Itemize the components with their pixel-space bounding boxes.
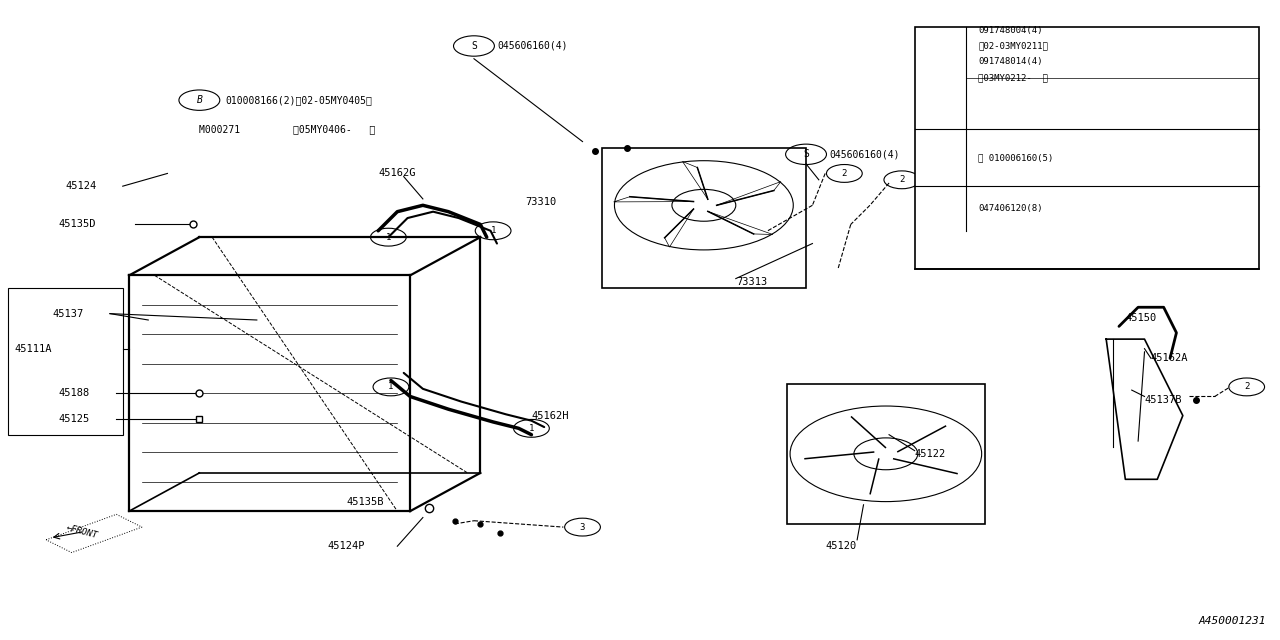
Text: 1: 1 bbox=[937, 73, 943, 83]
Text: ←FRONT: ←FRONT bbox=[65, 524, 99, 541]
Text: 1: 1 bbox=[388, 383, 394, 392]
Text: 1: 1 bbox=[529, 424, 534, 433]
Text: 1: 1 bbox=[490, 227, 495, 236]
Text: 45111A: 45111A bbox=[14, 344, 51, 354]
Text: 73313: 73313 bbox=[736, 276, 767, 287]
Text: 45162G: 45162G bbox=[378, 168, 416, 179]
Text: S: S bbox=[471, 41, 477, 51]
Text: 73310: 73310 bbox=[525, 197, 557, 207]
Text: 3: 3 bbox=[937, 204, 943, 214]
Bar bbox=[602, 148, 806, 288]
Text: 2: 2 bbox=[1244, 383, 1249, 392]
Text: 45124P: 45124P bbox=[328, 541, 365, 551]
Text: 1: 1 bbox=[385, 233, 392, 242]
Text: 45124: 45124 bbox=[65, 181, 96, 191]
Text: Ⓑ 010006160(5): Ⓑ 010006160(5) bbox=[978, 153, 1053, 162]
Text: 010008166(2)（02-05MY0405）: 010008166(2)（02-05MY0405） bbox=[225, 95, 371, 105]
Text: 091748014(4): 091748014(4) bbox=[978, 58, 1043, 67]
Text: 45120: 45120 bbox=[826, 541, 856, 551]
Text: 2: 2 bbox=[937, 152, 943, 163]
Text: 45125: 45125 bbox=[59, 414, 90, 424]
Text: （03MY0212-  ）: （03MY0212- ） bbox=[978, 74, 1048, 83]
Text: 2: 2 bbox=[899, 175, 905, 184]
Text: B: B bbox=[196, 95, 202, 105]
Text: 045606160(4): 045606160(4) bbox=[829, 149, 900, 159]
Text: 45150: 45150 bbox=[1125, 313, 1157, 323]
Text: 045606160(4): 045606160(4) bbox=[497, 41, 567, 51]
Text: A450001231: A450001231 bbox=[1198, 616, 1266, 626]
Text: S: S bbox=[803, 149, 809, 159]
Text: 45162A: 45162A bbox=[1151, 353, 1188, 364]
Text: 45188: 45188 bbox=[59, 388, 90, 398]
Text: 45162H: 45162H bbox=[531, 411, 568, 420]
Text: 45137: 45137 bbox=[52, 308, 83, 319]
Bar bbox=[8, 288, 123, 435]
Text: 091748004(4): 091748004(4) bbox=[978, 26, 1043, 35]
Text: M000271         ％05MY0406-   ）: M000271 ％05MY0406- ） bbox=[200, 124, 375, 134]
Text: 45137B: 45137B bbox=[1144, 395, 1181, 404]
Text: （02-03MY0211）: （02-03MY0211） bbox=[978, 42, 1048, 51]
Text: 047406120(8): 047406120(8) bbox=[978, 204, 1043, 213]
Text: 45122: 45122 bbox=[915, 449, 946, 459]
Text: 3: 3 bbox=[580, 523, 585, 532]
Text: 45135D: 45135D bbox=[59, 220, 96, 229]
Bar bbox=[787, 384, 984, 524]
Text: 2: 2 bbox=[842, 169, 847, 178]
Text: 45135B: 45135B bbox=[346, 497, 384, 507]
FancyBboxPatch shape bbox=[915, 27, 1260, 269]
